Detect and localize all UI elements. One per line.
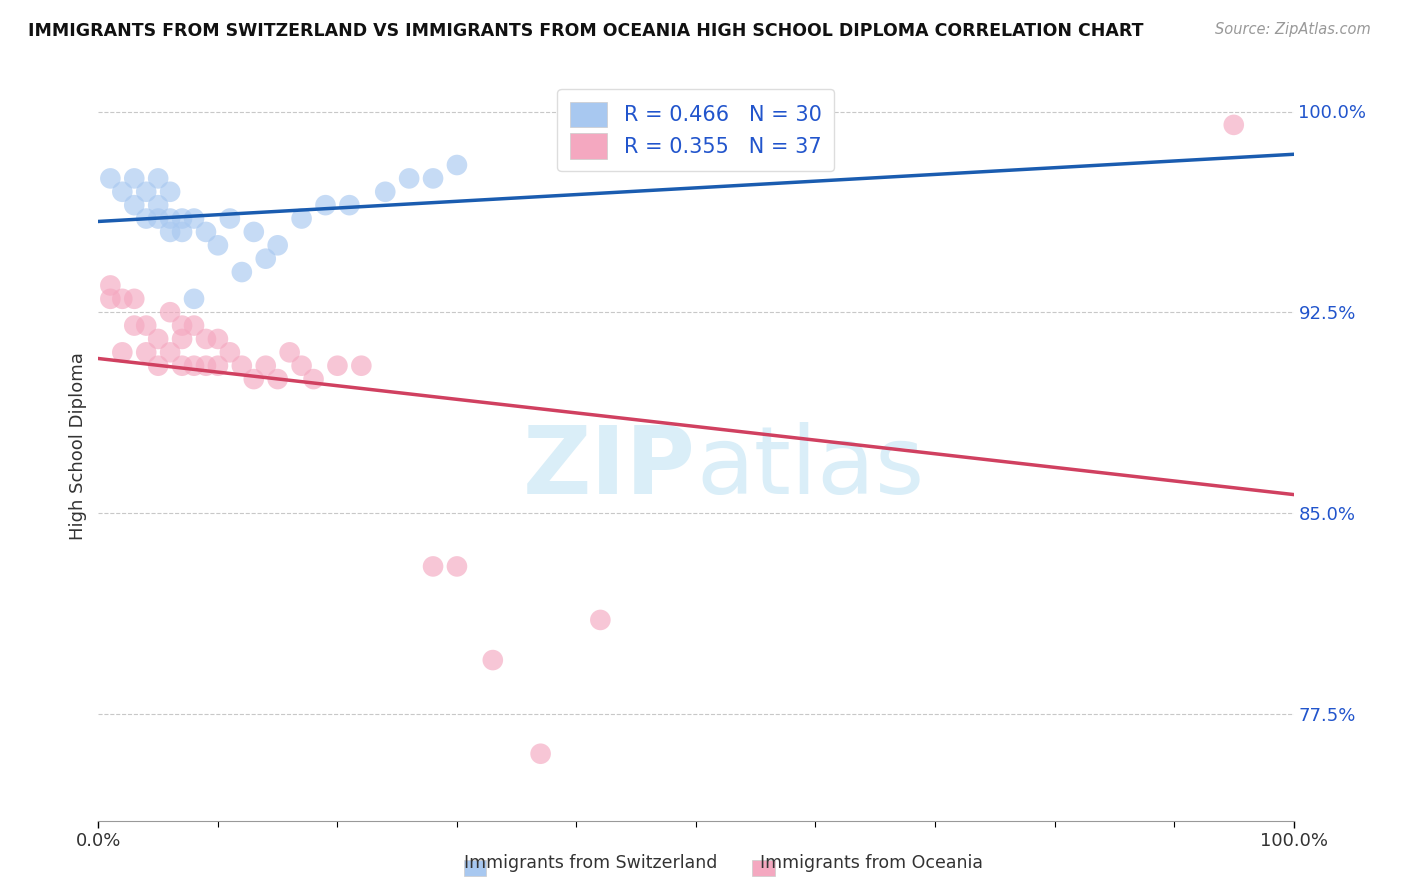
Point xyxy=(291,211,314,226)
Text: atlas: atlas xyxy=(696,423,924,515)
Text: Immigrants from Switzerland: Immigrants from Switzerland xyxy=(464,855,717,872)
Point xyxy=(148,171,170,186)
Point xyxy=(148,332,170,346)
Point xyxy=(267,238,290,252)
Text: Source: ZipAtlas.com: Source: ZipAtlas.com xyxy=(1215,22,1371,37)
Point xyxy=(231,359,253,373)
Point xyxy=(148,198,170,212)
Point xyxy=(243,225,266,239)
Point xyxy=(159,225,181,239)
Point xyxy=(148,359,170,373)
Point xyxy=(278,345,301,359)
Point xyxy=(172,211,194,226)
Point xyxy=(267,372,290,386)
Point xyxy=(183,292,205,306)
Point xyxy=(159,211,181,226)
Point xyxy=(422,559,444,574)
Point xyxy=(159,185,181,199)
Point xyxy=(172,332,194,346)
Text: Immigrants from Oceania: Immigrants from Oceania xyxy=(761,855,983,872)
Text: ZIP: ZIP xyxy=(523,423,696,515)
Point xyxy=(124,292,146,306)
Point xyxy=(243,372,266,386)
Point xyxy=(326,359,349,373)
Point xyxy=(302,372,325,386)
Point xyxy=(207,238,229,252)
Point xyxy=(98,278,122,293)
Point xyxy=(98,292,122,306)
Point xyxy=(530,747,553,761)
Point xyxy=(124,198,146,212)
Point xyxy=(111,345,134,359)
Point xyxy=(254,252,277,266)
Point xyxy=(219,211,242,226)
Point xyxy=(98,171,122,186)
Point xyxy=(135,318,157,333)
Point xyxy=(291,359,314,373)
Point xyxy=(135,345,157,359)
Point xyxy=(124,171,146,186)
Point xyxy=(195,332,218,346)
Point xyxy=(111,292,134,306)
Point xyxy=(589,613,612,627)
Point xyxy=(135,211,157,226)
Point xyxy=(183,359,205,373)
Point xyxy=(398,171,420,186)
Point xyxy=(231,265,253,279)
Point xyxy=(481,653,505,667)
Point xyxy=(374,185,396,199)
Point xyxy=(159,345,181,359)
Point xyxy=(183,318,205,333)
Point xyxy=(422,171,444,186)
Point xyxy=(446,158,468,172)
Point xyxy=(159,305,181,319)
Legend: R = 0.466   N = 30, R = 0.355   N = 37: R = 0.466 N = 30, R = 0.355 N = 37 xyxy=(557,89,835,171)
Y-axis label: High School Diploma: High School Diploma xyxy=(69,352,87,540)
Point xyxy=(350,359,373,373)
Point xyxy=(446,559,468,574)
Point xyxy=(172,318,194,333)
Point xyxy=(195,359,218,373)
Point xyxy=(111,185,134,199)
Point xyxy=(183,211,205,226)
Point xyxy=(339,198,361,212)
Point xyxy=(172,359,194,373)
Point xyxy=(172,225,194,239)
Point xyxy=(124,318,146,333)
Point xyxy=(207,359,229,373)
Point xyxy=(148,211,170,226)
Point xyxy=(207,332,229,346)
Text: IMMIGRANTS FROM SWITZERLAND VS IMMIGRANTS FROM OCEANIA HIGH SCHOOL DIPLOMA CORRE: IMMIGRANTS FROM SWITZERLAND VS IMMIGRANT… xyxy=(28,22,1143,40)
Point xyxy=(135,185,157,199)
Point xyxy=(1223,118,1246,132)
Point xyxy=(254,359,277,373)
Point xyxy=(315,198,337,212)
Point xyxy=(219,345,242,359)
Point xyxy=(195,225,218,239)
